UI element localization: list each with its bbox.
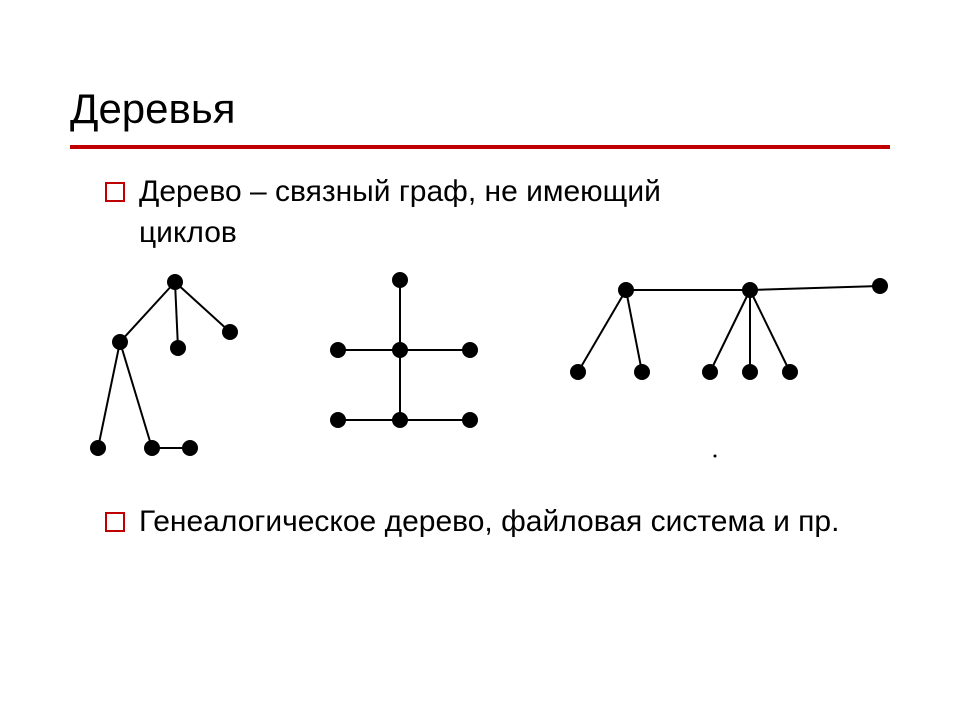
tree-edge: [750, 286, 880, 290]
tree-node: [702, 364, 718, 380]
tree-edge: [175, 282, 178, 348]
tree-diagrams: [70, 260, 890, 480]
bullet-text: Дерево – связный граф, не имеющий циклов: [139, 172, 759, 253]
tree-edge: [175, 282, 230, 332]
tree-edge: [710, 290, 750, 372]
tree-node: [570, 364, 586, 380]
tree-node: [392, 412, 408, 428]
tree-edge: [120, 282, 175, 342]
tree-node: [742, 364, 758, 380]
tree-edge: [578, 290, 626, 372]
tree-edge: [626, 290, 642, 372]
tree-node: [462, 342, 478, 358]
tree-edge: [98, 342, 120, 448]
bullet-text: Генеалогическое дерево, файловая система…: [139, 502, 859, 543]
slide: Деревья Дерево – связный граф, не имеющи…: [0, 0, 960, 720]
tree-node: [222, 324, 238, 340]
bullet-item-examples: Генеалогическое дерево, файловая система…: [105, 502, 859, 543]
tree-node: [144, 440, 160, 456]
tree-node: [182, 440, 198, 456]
tree-node: [392, 272, 408, 288]
tree-node: [462, 412, 478, 428]
tree-node: [872, 278, 888, 294]
bullet-marker-icon: [105, 512, 125, 532]
tree-node: [90, 440, 106, 456]
tree-node: [618, 282, 634, 298]
tree-node: [742, 282, 758, 298]
tree-node: [330, 412, 346, 428]
tree-edge: [120, 342, 152, 448]
tree-node: [112, 334, 128, 350]
tree-node: [167, 274, 183, 290]
page-title: Деревья: [70, 85, 235, 133]
tree-node: [170, 340, 186, 356]
tree-node: [330, 342, 346, 358]
title-underline: [70, 145, 890, 149]
bullet-item-definition: Дерево – связный граф, не имеющий циклов: [105, 172, 759, 253]
bullet-marker-icon: [105, 182, 125, 202]
stray-dot: [714, 455, 717, 458]
tree-edge: [750, 290, 790, 372]
tree-node: [392, 342, 408, 358]
tree-node: [634, 364, 650, 380]
tree-node: [782, 364, 798, 380]
tree-diagrams-svg: [70, 260, 890, 480]
